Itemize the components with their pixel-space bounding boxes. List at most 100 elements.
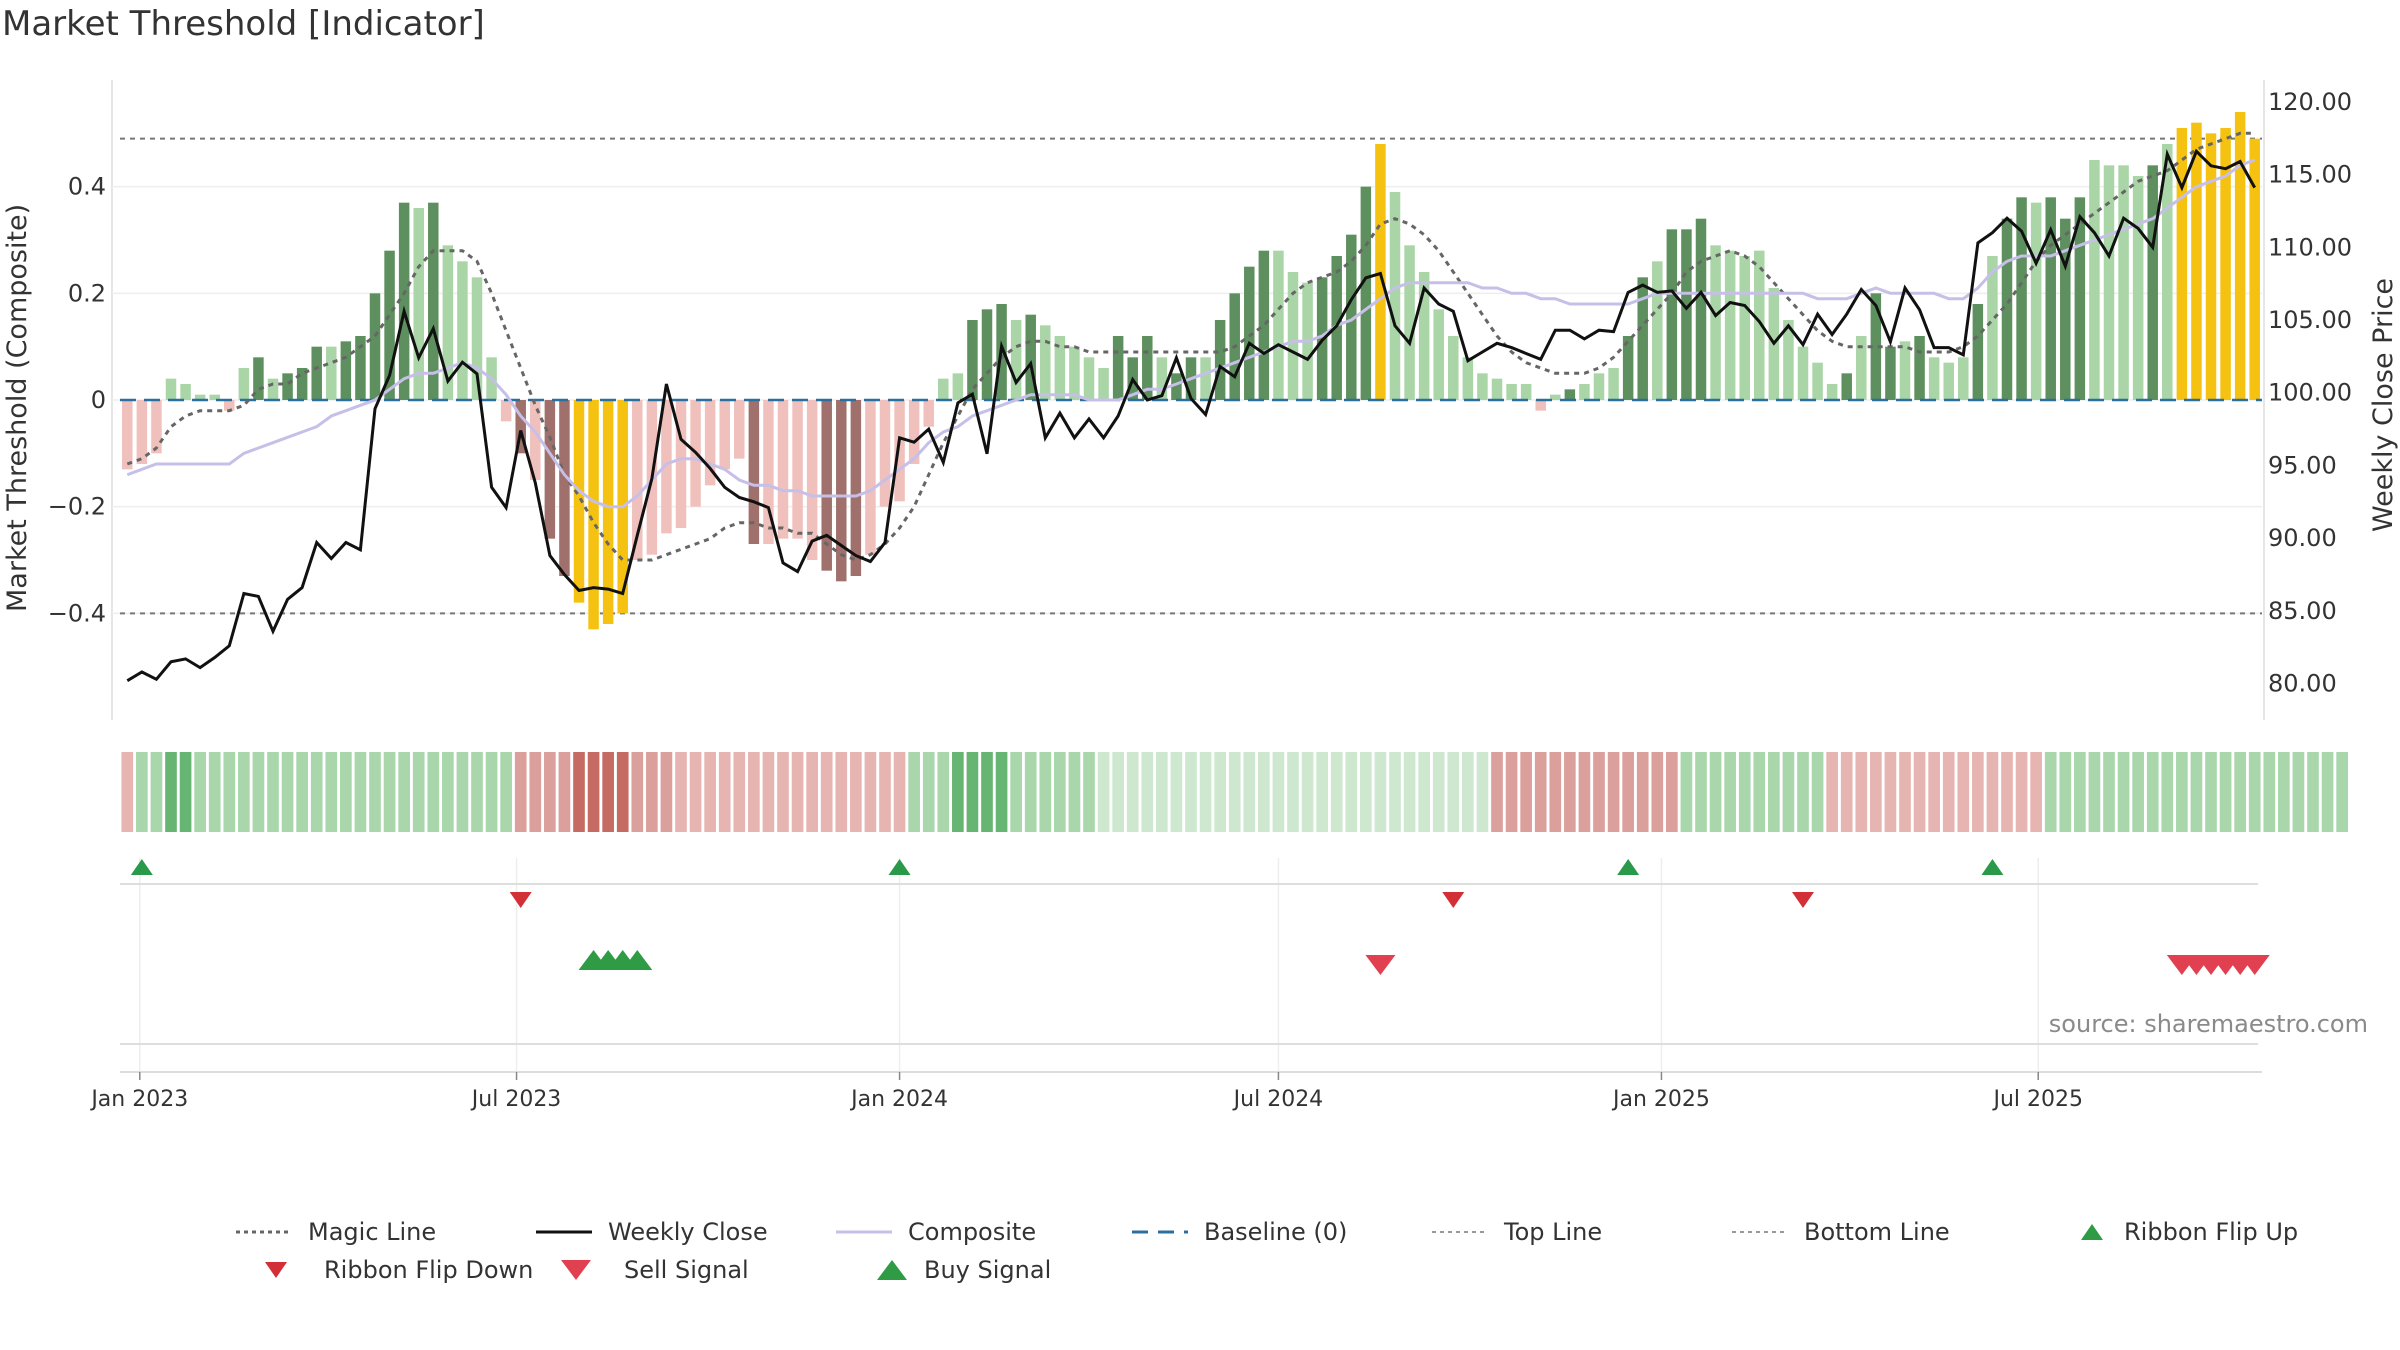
ribbon-cell xyxy=(1024,752,1037,832)
x-tick-label: Jul 2024 xyxy=(1232,1087,1324,1112)
ribbon-cell xyxy=(1447,752,1460,832)
composite-bar xyxy=(1477,373,1488,400)
composite-bar xyxy=(1418,272,1430,400)
ribbon-cell xyxy=(2030,752,2042,832)
ribbon-cell xyxy=(820,752,833,832)
ribbon-cell xyxy=(704,752,716,832)
ribbon-cell xyxy=(1228,752,1241,832)
ribbon-cell xyxy=(1476,752,1489,832)
ribbon-cell xyxy=(1666,752,1678,832)
ribbon-cell xyxy=(1156,752,1168,832)
ribbon-cell xyxy=(442,752,454,832)
composite-bar xyxy=(1958,357,1969,400)
composite-bar xyxy=(1885,346,1896,400)
ribbon-cell xyxy=(981,752,993,832)
composite-bar xyxy=(1200,357,1211,400)
composite-bar xyxy=(1710,245,1721,400)
ribbon-cell xyxy=(485,752,498,832)
ribbon-cell xyxy=(412,752,425,832)
legend-item: Top Line xyxy=(1432,1218,1602,1246)
composite-bar xyxy=(763,400,774,544)
ribbon-cell xyxy=(1972,752,1984,832)
composite-bar xyxy=(1389,192,1401,400)
ribbon-cell xyxy=(267,752,279,832)
ribbon-cell xyxy=(208,752,221,832)
ribbon-cell xyxy=(456,752,469,832)
composite-bar xyxy=(267,378,279,400)
composite-bar xyxy=(500,400,512,422)
ribbon-cell xyxy=(165,752,177,832)
composite-bar xyxy=(151,400,162,454)
composite-bar xyxy=(1797,346,1809,400)
ribbon-cell xyxy=(2263,752,2276,832)
ribbon-cell xyxy=(922,752,935,832)
composite-bar xyxy=(1637,277,1648,400)
ribbon-cell xyxy=(1097,752,1110,832)
ribbon-cell xyxy=(2015,752,2028,832)
composite-bar xyxy=(2132,176,2144,400)
ribbon-cell xyxy=(1520,752,1532,832)
y-left-tick-label: −0.4 xyxy=(48,599,106,627)
ribbon-cell xyxy=(2117,752,2130,832)
composite-bar xyxy=(1564,389,1576,400)
composite-bar xyxy=(238,368,250,400)
legend-item: Buy Signal xyxy=(852,1256,1051,1284)
composite-bar xyxy=(1856,336,1867,400)
composite-bar xyxy=(2118,165,2129,400)
legend-swatch-mark xyxy=(561,1260,591,1280)
ribbon-cell xyxy=(2074,752,2086,832)
composite-bar xyxy=(865,400,876,555)
legend-item: Baseline (0) xyxy=(1132,1218,1347,1246)
legend-swatch xyxy=(536,1230,592,1234)
ribbon-cell xyxy=(748,752,760,832)
composite-line xyxy=(126,158,2256,509)
ribbon-cell xyxy=(1403,752,1416,832)
y-right-tick-label: 85.00 xyxy=(2268,597,2337,625)
legend-label: Baseline (0) xyxy=(1204,1218,1348,1246)
composite-bar xyxy=(1695,218,1707,400)
legend-swatch-mark xyxy=(2081,1224,2103,1240)
composite-bar xyxy=(369,293,381,400)
composite-bar xyxy=(282,373,293,400)
ribbon-cell xyxy=(1418,752,1430,832)
legend-label: Composite xyxy=(908,1218,1037,1246)
ribbon-cell xyxy=(1389,752,1401,832)
legend-item: Ribbon Flip Down xyxy=(252,1256,533,1284)
x-tick-label: Jan 2025 xyxy=(1611,1087,1710,1112)
ribbon-cell xyxy=(471,752,483,832)
ribbon-cell xyxy=(1287,752,1299,832)
ribbon-cell xyxy=(1957,752,1970,832)
composite-bar xyxy=(923,400,934,427)
legend-label: Sell Signal xyxy=(624,1256,749,1284)
composite-bar xyxy=(2234,112,2246,400)
composite-bar xyxy=(1083,357,1095,400)
ribbon-cell xyxy=(1840,752,1853,832)
ribbon-cell xyxy=(675,752,687,832)
composite-bar xyxy=(748,400,760,544)
composite-bar xyxy=(209,394,220,400)
composite-bar xyxy=(515,400,526,454)
composite-bar xyxy=(428,202,439,400)
legend-item: Composite xyxy=(836,1218,1036,1246)
composite-bar xyxy=(719,400,730,470)
ribbon-cell xyxy=(1330,752,1343,832)
composite-bar xyxy=(355,336,366,400)
ribbon-cell xyxy=(2059,752,2072,832)
ribbon-flip-down-marker xyxy=(509,892,532,908)
ribbon-cell xyxy=(1870,752,1882,832)
legend-item: Magic Line xyxy=(236,1218,436,1246)
ribbon-cell xyxy=(2278,752,2290,832)
composite-bar xyxy=(1287,272,1299,400)
composite-bar xyxy=(1433,309,1444,400)
composite-bar xyxy=(675,400,687,528)
legend-swatch xyxy=(2081,1224,2103,1240)
composite-bar xyxy=(836,400,847,582)
ribbon-cell xyxy=(529,752,542,832)
ribbon-cell xyxy=(1680,752,1693,832)
composite-bar xyxy=(1652,261,1663,400)
ribbon-cell xyxy=(733,752,746,832)
legend-item: Ribbon Flip Up xyxy=(2052,1218,2298,1246)
ribbon-cell xyxy=(194,752,206,832)
composite-bar xyxy=(2191,122,2202,401)
composite-bar xyxy=(573,400,585,603)
